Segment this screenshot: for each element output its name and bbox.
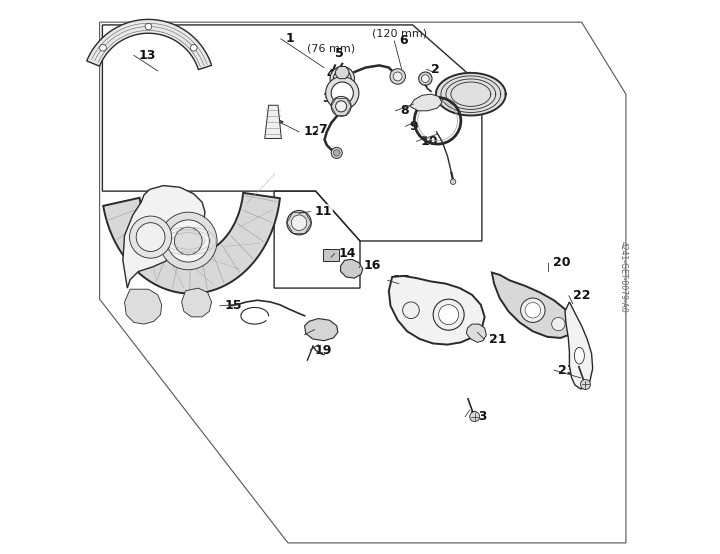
Circle shape: [552, 317, 565, 331]
Circle shape: [325, 76, 359, 110]
Text: 1: 1: [285, 32, 294, 45]
Text: 9: 9: [410, 120, 418, 133]
Polygon shape: [410, 94, 442, 111]
Polygon shape: [467, 324, 486, 342]
Circle shape: [130, 216, 171, 258]
Text: (76 mm): (76 mm): [307, 44, 355, 54]
Circle shape: [287, 211, 311, 235]
Circle shape: [525, 302, 541, 318]
Circle shape: [167, 220, 210, 262]
Polygon shape: [492, 273, 573, 338]
Text: 16: 16: [364, 259, 381, 273]
Text: 4241-GET-0079-A0: 4241-GET-0079-A0: [618, 241, 628, 313]
Text: 3: 3: [323, 92, 331, 105]
Polygon shape: [389, 276, 485, 345]
Polygon shape: [123, 186, 205, 288]
Circle shape: [331, 82, 354, 104]
Polygon shape: [103, 193, 280, 294]
Polygon shape: [265, 105, 282, 138]
Circle shape: [333, 150, 340, 156]
Text: 6: 6: [399, 34, 408, 48]
Circle shape: [174, 227, 202, 255]
Polygon shape: [341, 259, 363, 278]
Text: 2: 2: [431, 63, 440, 76]
Circle shape: [393, 72, 402, 81]
Circle shape: [191, 44, 197, 51]
Circle shape: [419, 72, 432, 85]
Text: (120 mm): (120 mm): [372, 28, 428, 38]
Text: 20: 20: [553, 256, 570, 269]
Text: 8: 8: [400, 104, 408, 117]
Text: 5: 5: [335, 47, 344, 60]
Circle shape: [438, 305, 459, 325]
Circle shape: [390, 69, 405, 84]
Text: 14: 14: [339, 247, 356, 260]
Polygon shape: [181, 288, 212, 317]
Text: 15: 15: [224, 299, 242, 312]
Circle shape: [402, 302, 419, 319]
Text: 19: 19: [315, 343, 332, 357]
Polygon shape: [336, 66, 349, 79]
Text: 21: 21: [489, 332, 506, 346]
Circle shape: [136, 223, 165, 252]
Text: 11: 11: [315, 205, 332, 218]
Circle shape: [580, 379, 590, 389]
Circle shape: [521, 298, 545, 322]
Polygon shape: [436, 73, 505, 115]
Circle shape: [333, 70, 351, 88]
Circle shape: [450, 179, 456, 184]
Circle shape: [331, 96, 351, 116]
Circle shape: [99, 44, 107, 51]
Circle shape: [331, 147, 342, 158]
Text: 17: 17: [392, 274, 410, 287]
Circle shape: [421, 75, 429, 83]
Circle shape: [469, 412, 480, 422]
Circle shape: [433, 299, 464, 330]
Polygon shape: [565, 302, 593, 389]
Circle shape: [292, 215, 307, 230]
Polygon shape: [125, 289, 162, 324]
Ellipse shape: [575, 347, 585, 364]
Circle shape: [330, 66, 354, 91]
Text: 7: 7: [318, 123, 327, 136]
Circle shape: [145, 23, 152, 30]
Text: 18: 18: [309, 328, 326, 341]
Text: 22: 22: [573, 289, 591, 302]
Text: 23: 23: [558, 363, 576, 377]
Text: 4: 4: [327, 68, 336, 81]
Text: 12: 12: [304, 125, 321, 138]
Text: 23: 23: [469, 410, 487, 423]
Polygon shape: [305, 319, 338, 341]
Polygon shape: [86, 19, 212, 70]
Text: 10: 10: [421, 135, 438, 148]
FancyBboxPatch shape: [323, 249, 339, 261]
Circle shape: [336, 101, 347, 112]
Circle shape: [159, 212, 217, 270]
Text: 13: 13: [138, 49, 156, 62]
